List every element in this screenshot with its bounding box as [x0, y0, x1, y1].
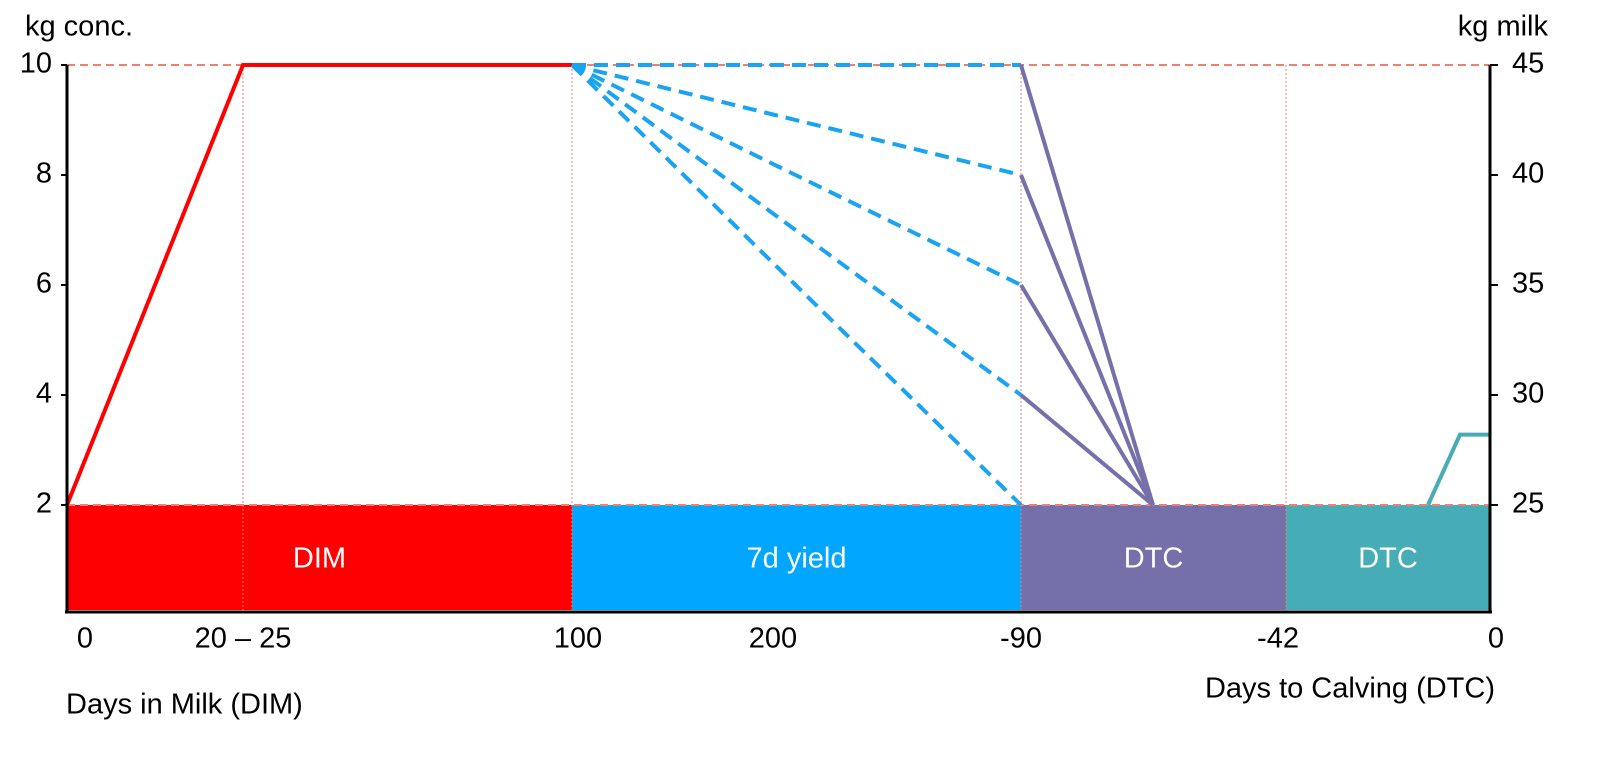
x-tick-label: 100: [554, 623, 602, 655]
y2-tick-label: 35: [1512, 268, 1544, 300]
series-line: [571, 63, 1022, 287]
x-tick-label: 20 – 25: [195, 623, 292, 655]
x-tick-label: -90: [1000, 623, 1042, 655]
y2-tick-label: 45: [1512, 48, 1544, 80]
y-tick-label: 2: [36, 488, 52, 520]
y-axis-label: kg conc.: [25, 11, 133, 43]
y-tick-label: 4: [36, 378, 52, 410]
series-line: [570, 63, 1023, 397]
y2-tick-label: 30: [1512, 378, 1544, 410]
series-line: [570, 63, 1023, 507]
x-tick-label: 0: [1488, 623, 1504, 655]
phase-band: [572, 505, 1021, 610]
y-tick-label: 8: [36, 158, 52, 190]
phase-label: DTC: [1124, 543, 1184, 575]
series-line: [571, 63, 1022, 177]
series-line: [1019, 393, 1155, 507]
series-line: [1426, 432, 1490, 506]
series-line: [1019, 283, 1155, 507]
x-tick-label: -42: [1257, 623, 1299, 655]
phase-label: 7d yield: [747, 543, 847, 575]
y-tick-label: 10: [20, 48, 52, 80]
y2-tick-label: 25: [1512, 488, 1544, 520]
series-line: [1019, 174, 1155, 506]
phase-band: [1286, 505, 1490, 610]
y2-tick-label: 40: [1512, 158, 1544, 190]
phase-label: DIM: [293, 543, 346, 575]
x-axis-label: Days in Milk (DIM): [66, 689, 303, 721]
series-line: [65, 63, 572, 506]
y2-axis-label: kg milk: [1458, 11, 1549, 43]
series-line: [1019, 64, 1155, 506]
y-tick-label: 6: [36, 268, 52, 300]
x-tick-label: 0: [77, 623, 93, 655]
x-tick-label: 200: [749, 623, 797, 655]
phase-label: DTC: [1358, 543, 1418, 575]
phase-band: [1021, 505, 1286, 610]
phase-band: [67, 505, 572, 610]
x2-axis-label: Days to Calving (DTC): [1205, 673, 1495, 705]
